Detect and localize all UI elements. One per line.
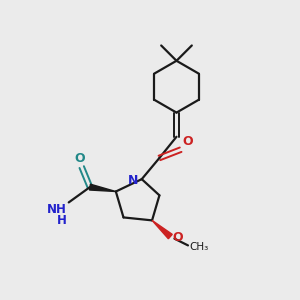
Text: O: O — [182, 135, 193, 148]
Text: O: O — [172, 231, 183, 244]
Text: O: O — [74, 152, 85, 165]
Text: N: N — [128, 174, 138, 187]
Text: NH: NH — [46, 203, 66, 216]
Polygon shape — [89, 184, 116, 191]
Text: H: H — [56, 214, 66, 226]
Text: CH₃: CH₃ — [190, 242, 209, 252]
Polygon shape — [152, 220, 172, 239]
